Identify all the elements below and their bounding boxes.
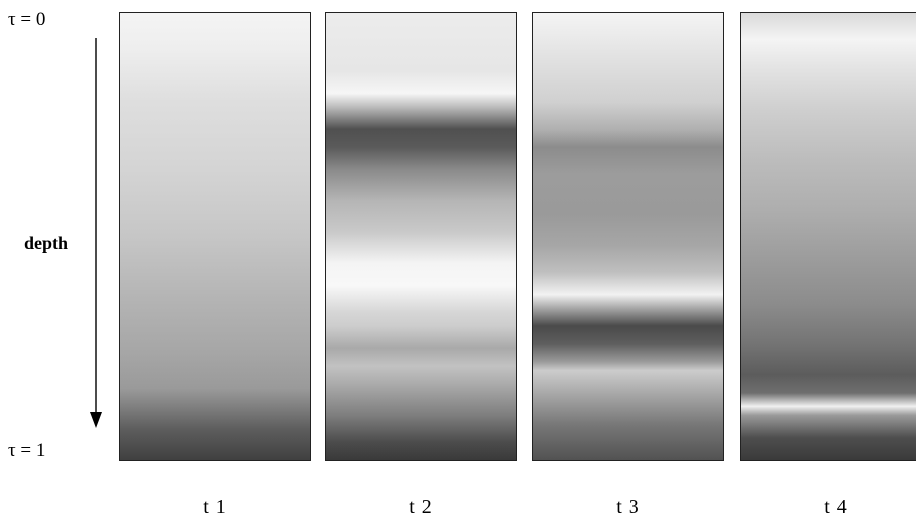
tau-one-label: τ = 1 [8,440,46,461]
panel-label-t1: t 1 [203,496,227,518]
panel-label-t3: t 3 [616,496,640,518]
panel-label-t2: t 2 [409,496,433,518]
panel-t4 [740,12,916,461]
depth-label: depth [24,233,69,253]
panel-label-t4: t 4 [824,496,848,518]
panel-t2 [325,12,517,461]
tau-zero-label: τ = 0 [8,9,46,30]
panel-t1 [119,12,311,461]
depth-arrow-icon [90,38,102,428]
panel-t3 [532,12,724,461]
